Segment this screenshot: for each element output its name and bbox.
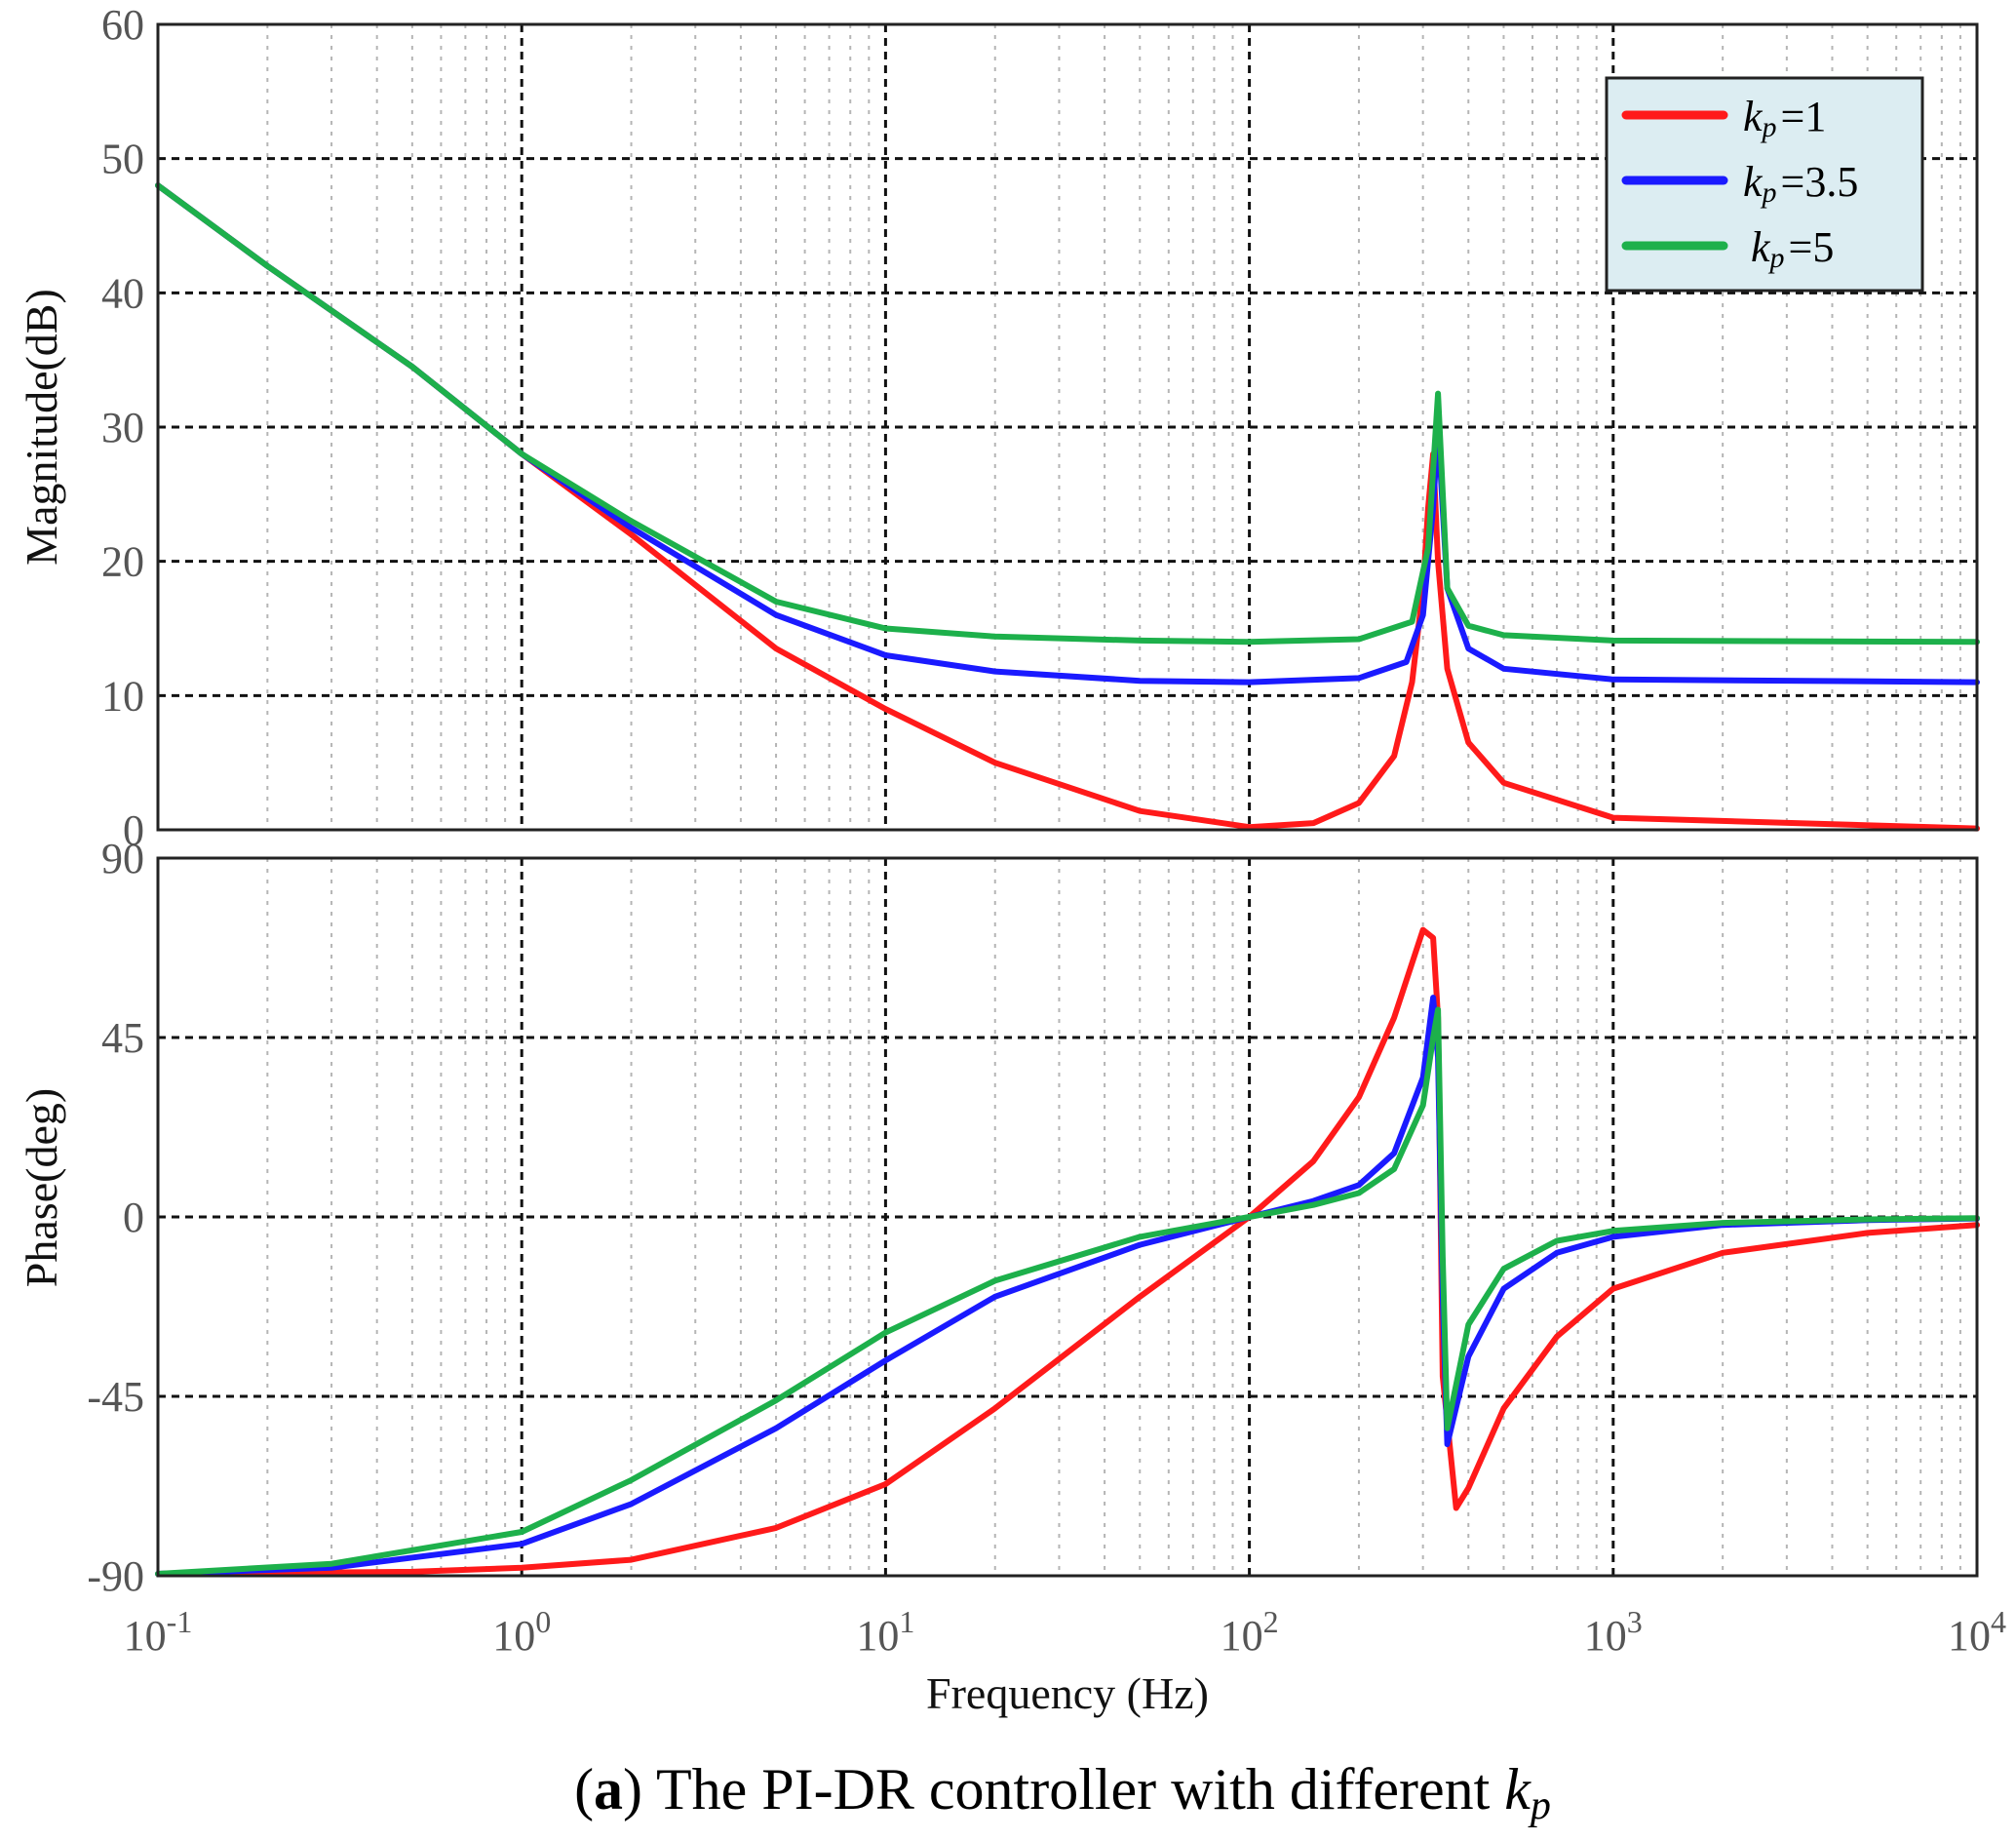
phase-series-kp-5 <box>155 1006 1980 1577</box>
magnitude-series-kp-1 <box>155 182 1980 832</box>
x-tick-exponent: 3 <box>1627 1604 1643 1639</box>
legend-text-kp3-5: =3.5 <box>1781 158 1859 206</box>
phase-y-tick-label: -90 <box>87 1552 144 1600</box>
phase-curves <box>155 926 1980 1577</box>
magnitude-plot-frame <box>156 22 1979 832</box>
caption-symbol: k <box>1504 1757 1531 1821</box>
x-tick-base: 10 <box>1221 1612 1263 1660</box>
magnitude-y-axis-label: Magnitude(dB) <box>17 289 66 566</box>
figure-caption: (a) The PI-DR controller with different … <box>574 1757 1551 1828</box>
svg-text:kp=3.5: kp=3.5 <box>1743 158 1858 209</box>
legend-symbol-kp3-5: k <box>1743 158 1764 206</box>
phase-plot-frame <box>156 856 1979 1578</box>
caption-label: a <box>594 1757 623 1821</box>
legend-subscript-kp1: p <box>1761 111 1777 143</box>
x-tick-label: 10-1 <box>124 1604 193 1660</box>
magnitude-y-tick-label: 50 <box>101 136 144 183</box>
legend-entry-kp1: kp=1 <box>1621 93 1826 143</box>
x-tick-exponent: -1 <box>167 1604 193 1639</box>
caption-text: The PI-DR controller with different <box>656 1757 1491 1821</box>
legend-symbol-kp1: k <box>1743 93 1764 140</box>
x-ticks: 10-1 100 101 102 103 104 <box>124 1604 2006 1660</box>
x-tick-label: 101 <box>856 1604 914 1660</box>
svg-text:kp=1: kp=1 <box>1743 93 1826 143</box>
x-tick-base: 10 <box>492 1612 535 1660</box>
phase-y-ticks: -90 -45 0 45 90 <box>87 835 144 1600</box>
magnitude-y-tick-label: 20 <box>101 538 144 586</box>
svg-text:kp=5: kp=5 <box>1751 223 1834 274</box>
magnitude-y-ticks: 0 10 20 30 40 50 60 <box>101 1 144 854</box>
magnitude-y-tick-label: 60 <box>101 1 144 49</box>
phase-y-tick-label: 0 <box>123 1194 144 1241</box>
caption-space <box>1490 1757 1504 1821</box>
magnitude-y-tick-label: 30 <box>101 404 144 451</box>
x-tick-label: 102 <box>1221 1604 1279 1660</box>
x-axis-label: Frequency (Hz) <box>926 1668 1209 1718</box>
magnitude-y-tick-label: 10 <box>101 672 144 720</box>
magnitude-curves <box>155 182 1980 832</box>
legend-subscript-kp3-5: p <box>1761 176 1777 209</box>
x-tick-label: 104 <box>1948 1604 2006 1660</box>
x-tick-base: 10 <box>1584 1612 1627 1660</box>
x-tick-base: 10 <box>1948 1612 1991 1660</box>
x-tick-exponent: 1 <box>899 1604 914 1639</box>
caption-open-paren: ( <box>574 1757 594 1821</box>
x-tick-label: 103 <box>1584 1604 1643 1660</box>
legend-entry-kp3-5: kp=3.5 <box>1621 158 1858 209</box>
caption-close-paren: ) <box>623 1757 656 1821</box>
x-tick-base: 10 <box>124 1612 167 1660</box>
magnitude-series-kp-5 <box>155 182 1980 646</box>
x-tick-label: 100 <box>492 1604 551 1660</box>
legend-symbol-kp5: k <box>1751 223 1771 271</box>
phase-grid <box>158 858 1977 1576</box>
phase-series-kp-1 <box>155 926 1980 1577</box>
phase-y-axis-label: Phase(deg) <box>17 1088 66 1287</box>
legend-text-kp5: =5 <box>1789 223 1835 271</box>
x-tick-exponent: 0 <box>535 1604 551 1639</box>
magnitude-y-tick-label: 0 <box>123 806 144 854</box>
magnitude-y-tick-label: 40 <box>101 269 144 317</box>
x-tick-base: 10 <box>856 1612 899 1660</box>
legend-entry-kp5: kp=5 <box>1621 223 1834 274</box>
phase-y-tick-label: 90 <box>101 835 144 882</box>
phase-y-tick-label: -45 <box>87 1373 144 1421</box>
phase-series-kp-3-5 <box>155 995 1980 1577</box>
legend-text-kp1: =1 <box>1781 93 1827 140</box>
magnitude-panel: 0 10 20 30 40 50 60 Magnitude(dB) kp=1 kp=3.5 … <box>17 1 1980 854</box>
legend-subscript-kp5: p <box>1768 242 1785 274</box>
legend: kp=1 kp=3.5 kp=5 <box>1605 76 1924 293</box>
caption-subscript: p <box>1528 1783 1551 1828</box>
x-tick-exponent: 2 <box>1263 1604 1279 1639</box>
x-tick-exponent: 4 <box>1991 1604 2006 1639</box>
phase-y-tick-label: 45 <box>101 1014 144 1062</box>
